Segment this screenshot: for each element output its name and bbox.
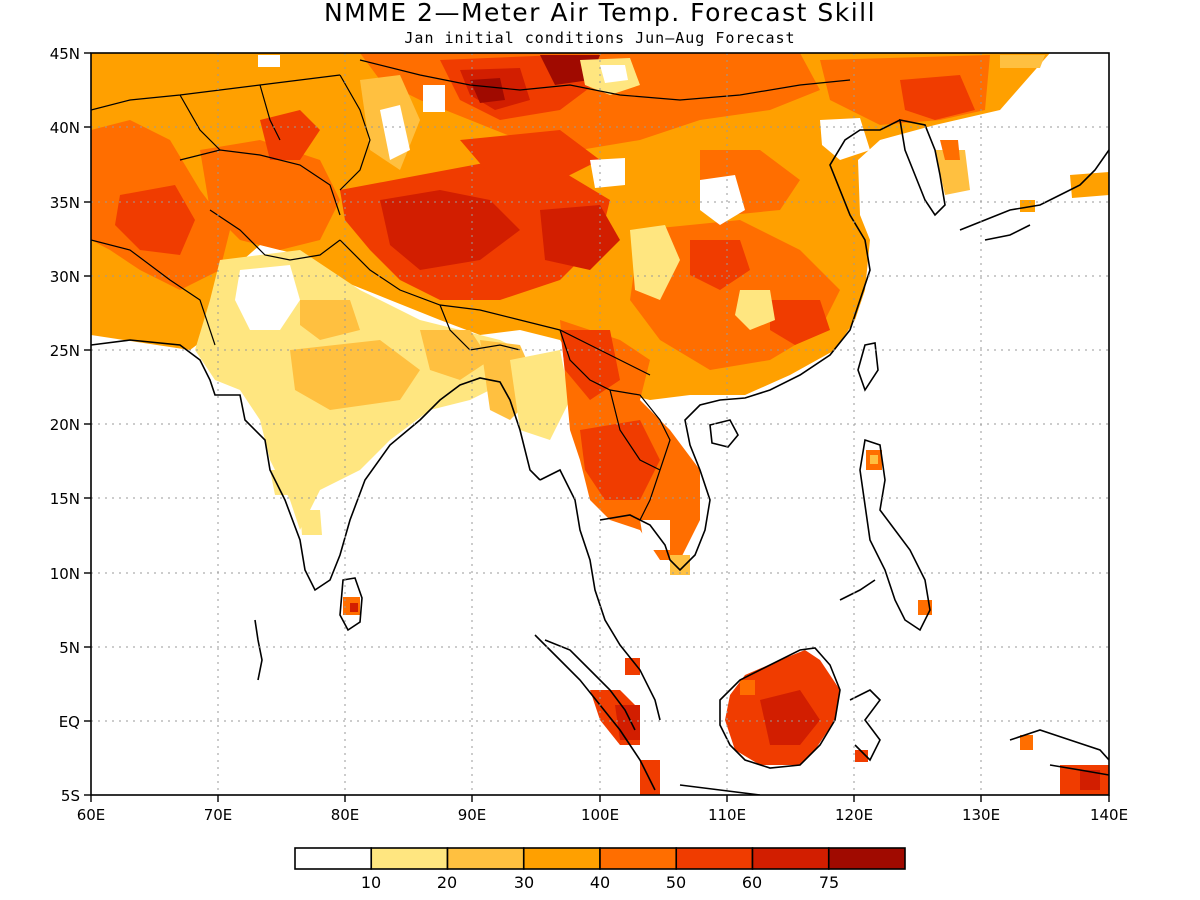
map-subtitle: Jan initial conditions Jun—Aug Forecast	[404, 29, 796, 47]
lat-label: 25N	[50, 342, 80, 360]
lat-label: 5N	[59, 639, 80, 657]
colorbar-label: 50	[666, 873, 686, 892]
lon-label: 70E	[204, 806, 233, 824]
lat-label: 20N	[50, 416, 80, 434]
skill-shading	[91, 53, 1109, 795]
lat-label: EQ	[59, 713, 80, 731]
country-borders	[91, 59, 851, 521]
colorbar-label: 60	[742, 873, 762, 892]
colorbar-swatch	[446, 847, 525, 870]
axis-ticks	[84, 52, 1110, 802]
coastlines	[91, 118, 1109, 795]
lat-label: 5S	[61, 787, 80, 805]
colorbar-swatch	[522, 847, 601, 870]
lon-labels: 60E 70E 80E 90E 100E 110E 120E 130E 140E	[77, 806, 1128, 824]
colorbar-swatch	[675, 847, 754, 870]
lat-label: 10N	[50, 565, 80, 583]
lon-label: 130E	[962, 806, 1000, 824]
lon-label: 100E	[581, 806, 619, 824]
lat-labels: 45N 40N 35N 30N 25N 20N 15N 10N 5N EQ 5S	[50, 45, 80, 805]
lon-label: 110E	[708, 806, 746, 824]
colorbar-label: 20	[437, 873, 457, 892]
map-title: NMME 2—Meter Air Temp. Forecast Skill	[323, 0, 877, 27]
colorbar-label: 10	[361, 873, 381, 892]
lon-label: 80E	[331, 806, 360, 824]
colorbar-label: 40	[590, 873, 610, 892]
lat-label: 35N	[50, 194, 80, 212]
colorbar-swatch	[751, 847, 830, 870]
lon-label: 120E	[835, 806, 873, 824]
lat-label: 45N	[50, 45, 80, 63]
colorbar-swatch	[827, 847, 906, 870]
colorbar: 10 20 30 40 50 60 75	[294, 847, 906, 892]
lat-label: 40N	[50, 119, 80, 137]
lat-label: 15N	[50, 490, 80, 508]
colorbar-swatch	[294, 847, 373, 870]
colorbar-swatch	[599, 847, 678, 870]
colorbar-label: 75	[819, 873, 839, 892]
lon-label: 60E	[77, 806, 106, 824]
skill-region-afghanistan	[200, 140, 340, 250]
colorbar-label: 30	[514, 873, 534, 892]
colorbar-swatch	[370, 847, 449, 870]
lon-label: 140E	[1090, 806, 1128, 824]
lat-lon-grid	[91, 53, 1109, 795]
lat-label: 30N	[50, 268, 80, 286]
lon-label: 90E	[458, 806, 487, 824]
